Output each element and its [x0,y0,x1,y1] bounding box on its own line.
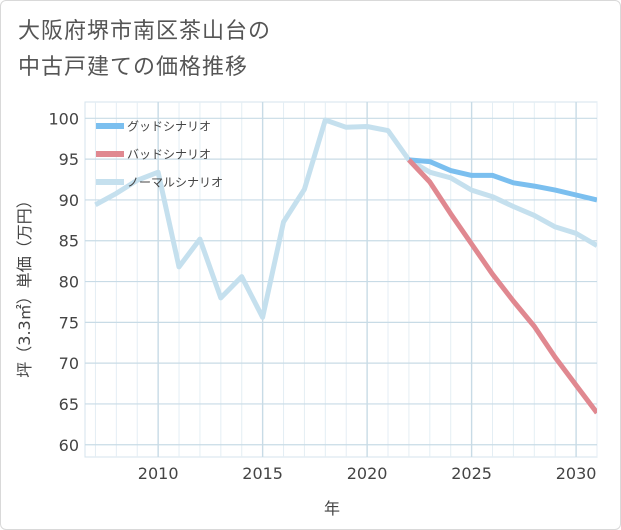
y-tick-label: 70 [59,354,79,373]
y-tick-label: 100 [48,109,79,128]
y-axis-label: 坪（3.3㎡）単価（万円） [15,192,34,377]
x-tick-label: 2020 [347,464,388,483]
y-tick-label: 90 [59,191,79,210]
y-tick-label: 75 [59,313,79,332]
y-tick-label: 60 [59,436,79,455]
series-lines [94,117,597,415]
x-tick-label: 2025 [451,464,492,483]
y-tick-label: 85 [59,232,79,251]
x-tick-label: 2010 [138,464,179,483]
x-tick-label: 2030 [556,464,597,483]
y-tick-label: 65 [59,395,79,414]
chart-title: 大阪府堺市南区茶山台の 中古戸建ての価格推移 [18,19,272,80]
legend-item-good: グッドシナリオ [127,120,211,134]
x-axis-ticks: 2010 2015 2020 2025 2030 [138,464,597,483]
y-tick-label: 80 [59,273,79,292]
series-line-good [408,157,597,203]
grid [84,101,598,458]
x-axis-label: 年 [324,499,340,518]
x-tick-label: 2015 [242,464,283,483]
series-line-normal [94,117,597,320]
legend-item-normal: ノーマルシナリオ [127,176,223,190]
legend-item-bad: バッドシナリオ [127,148,211,162]
y-axis-ticks: 60 65 70 75 80 85 90 95 100 [48,109,79,454]
y-tick-label: 95 [59,150,79,169]
series-line-bad [407,158,597,415]
